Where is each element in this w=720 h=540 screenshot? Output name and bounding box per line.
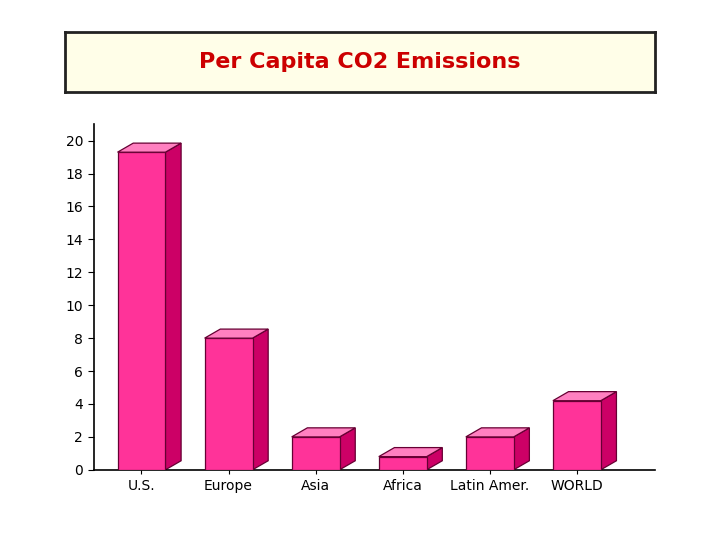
Polygon shape (513, 428, 529, 470)
Bar (292, 437, 340, 470)
Bar (466, 437, 513, 470)
Polygon shape (553, 392, 616, 401)
Text: Per Capita CO2 Emissions: Per Capita CO2 Emissions (199, 52, 521, 72)
Bar (117, 152, 166, 470)
Polygon shape (166, 143, 181, 470)
Polygon shape (466, 428, 529, 437)
Polygon shape (253, 329, 268, 470)
Bar (204, 338, 253, 470)
Bar (379, 457, 427, 470)
Bar (553, 401, 600, 470)
Polygon shape (340, 428, 355, 470)
Polygon shape (427, 448, 442, 470)
Polygon shape (117, 143, 181, 152)
Polygon shape (204, 329, 268, 338)
Polygon shape (292, 428, 355, 437)
Polygon shape (379, 448, 442, 457)
Polygon shape (600, 392, 616, 470)
